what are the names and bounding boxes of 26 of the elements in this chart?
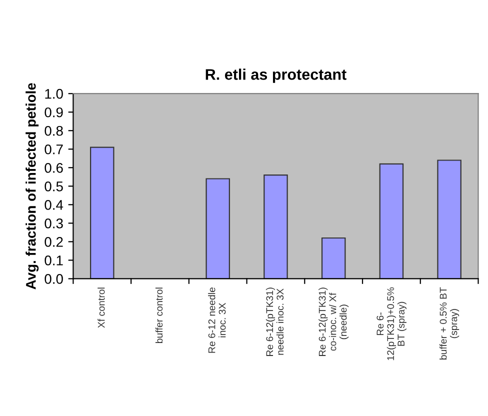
- y-tick-label: 0.4: [44, 200, 64, 210]
- y-tick-label: 0.8: [44, 126, 63, 136]
- y-tick-label: 0.0: [44, 274, 63, 284]
- x-tick-label: Re 6-12(pTK31) co-inoc. w/ Xf (needle): [318, 288, 349, 356]
- x-tick-label: buffer + 0.5% BT (spray): [440, 287, 460, 360]
- bar: [379, 163, 404, 279]
- y-tick-label: 0.2: [44, 237, 63, 247]
- x-tick-label: Xf control: [98, 288, 105, 328]
- bar: [321, 237, 346, 279]
- bar: [90, 146, 114, 279]
- bar: [206, 178, 230, 279]
- bar: [437, 160, 462, 279]
- y-tick-label: 0.6: [44, 162, 63, 173]
- x-tick-label: Re 6-12(pTK31) needle inoc. 3X: [266, 288, 284, 356]
- bar: [264, 174, 288, 279]
- y-tick-label: 0.3: [44, 218, 63, 228]
- chart-title: R. etli as protectant: [206, 68, 346, 83]
- x-tick-label: Re 6- 12(pTK31)+0.5% BT (spray): [376, 287, 406, 360]
- y-tick-label: 0.1: [44, 256, 63, 266]
- y-tick-label: 0.7: [44, 144, 63, 154]
- x-tick-label: Re 6-12 needle inoc. 3X: [208, 287, 226, 353]
- y-tick-label: 0.5: [44, 181, 63, 192]
- y-tick-label: 1.0: [45, 88, 63, 99]
- y-axis-title: Avg. fraction of infected petiole: [26, 83, 39, 290]
- x-tick-label: buffer control: [155, 288, 163, 343]
- y-tick-label: 0.9: [44, 107, 63, 118]
